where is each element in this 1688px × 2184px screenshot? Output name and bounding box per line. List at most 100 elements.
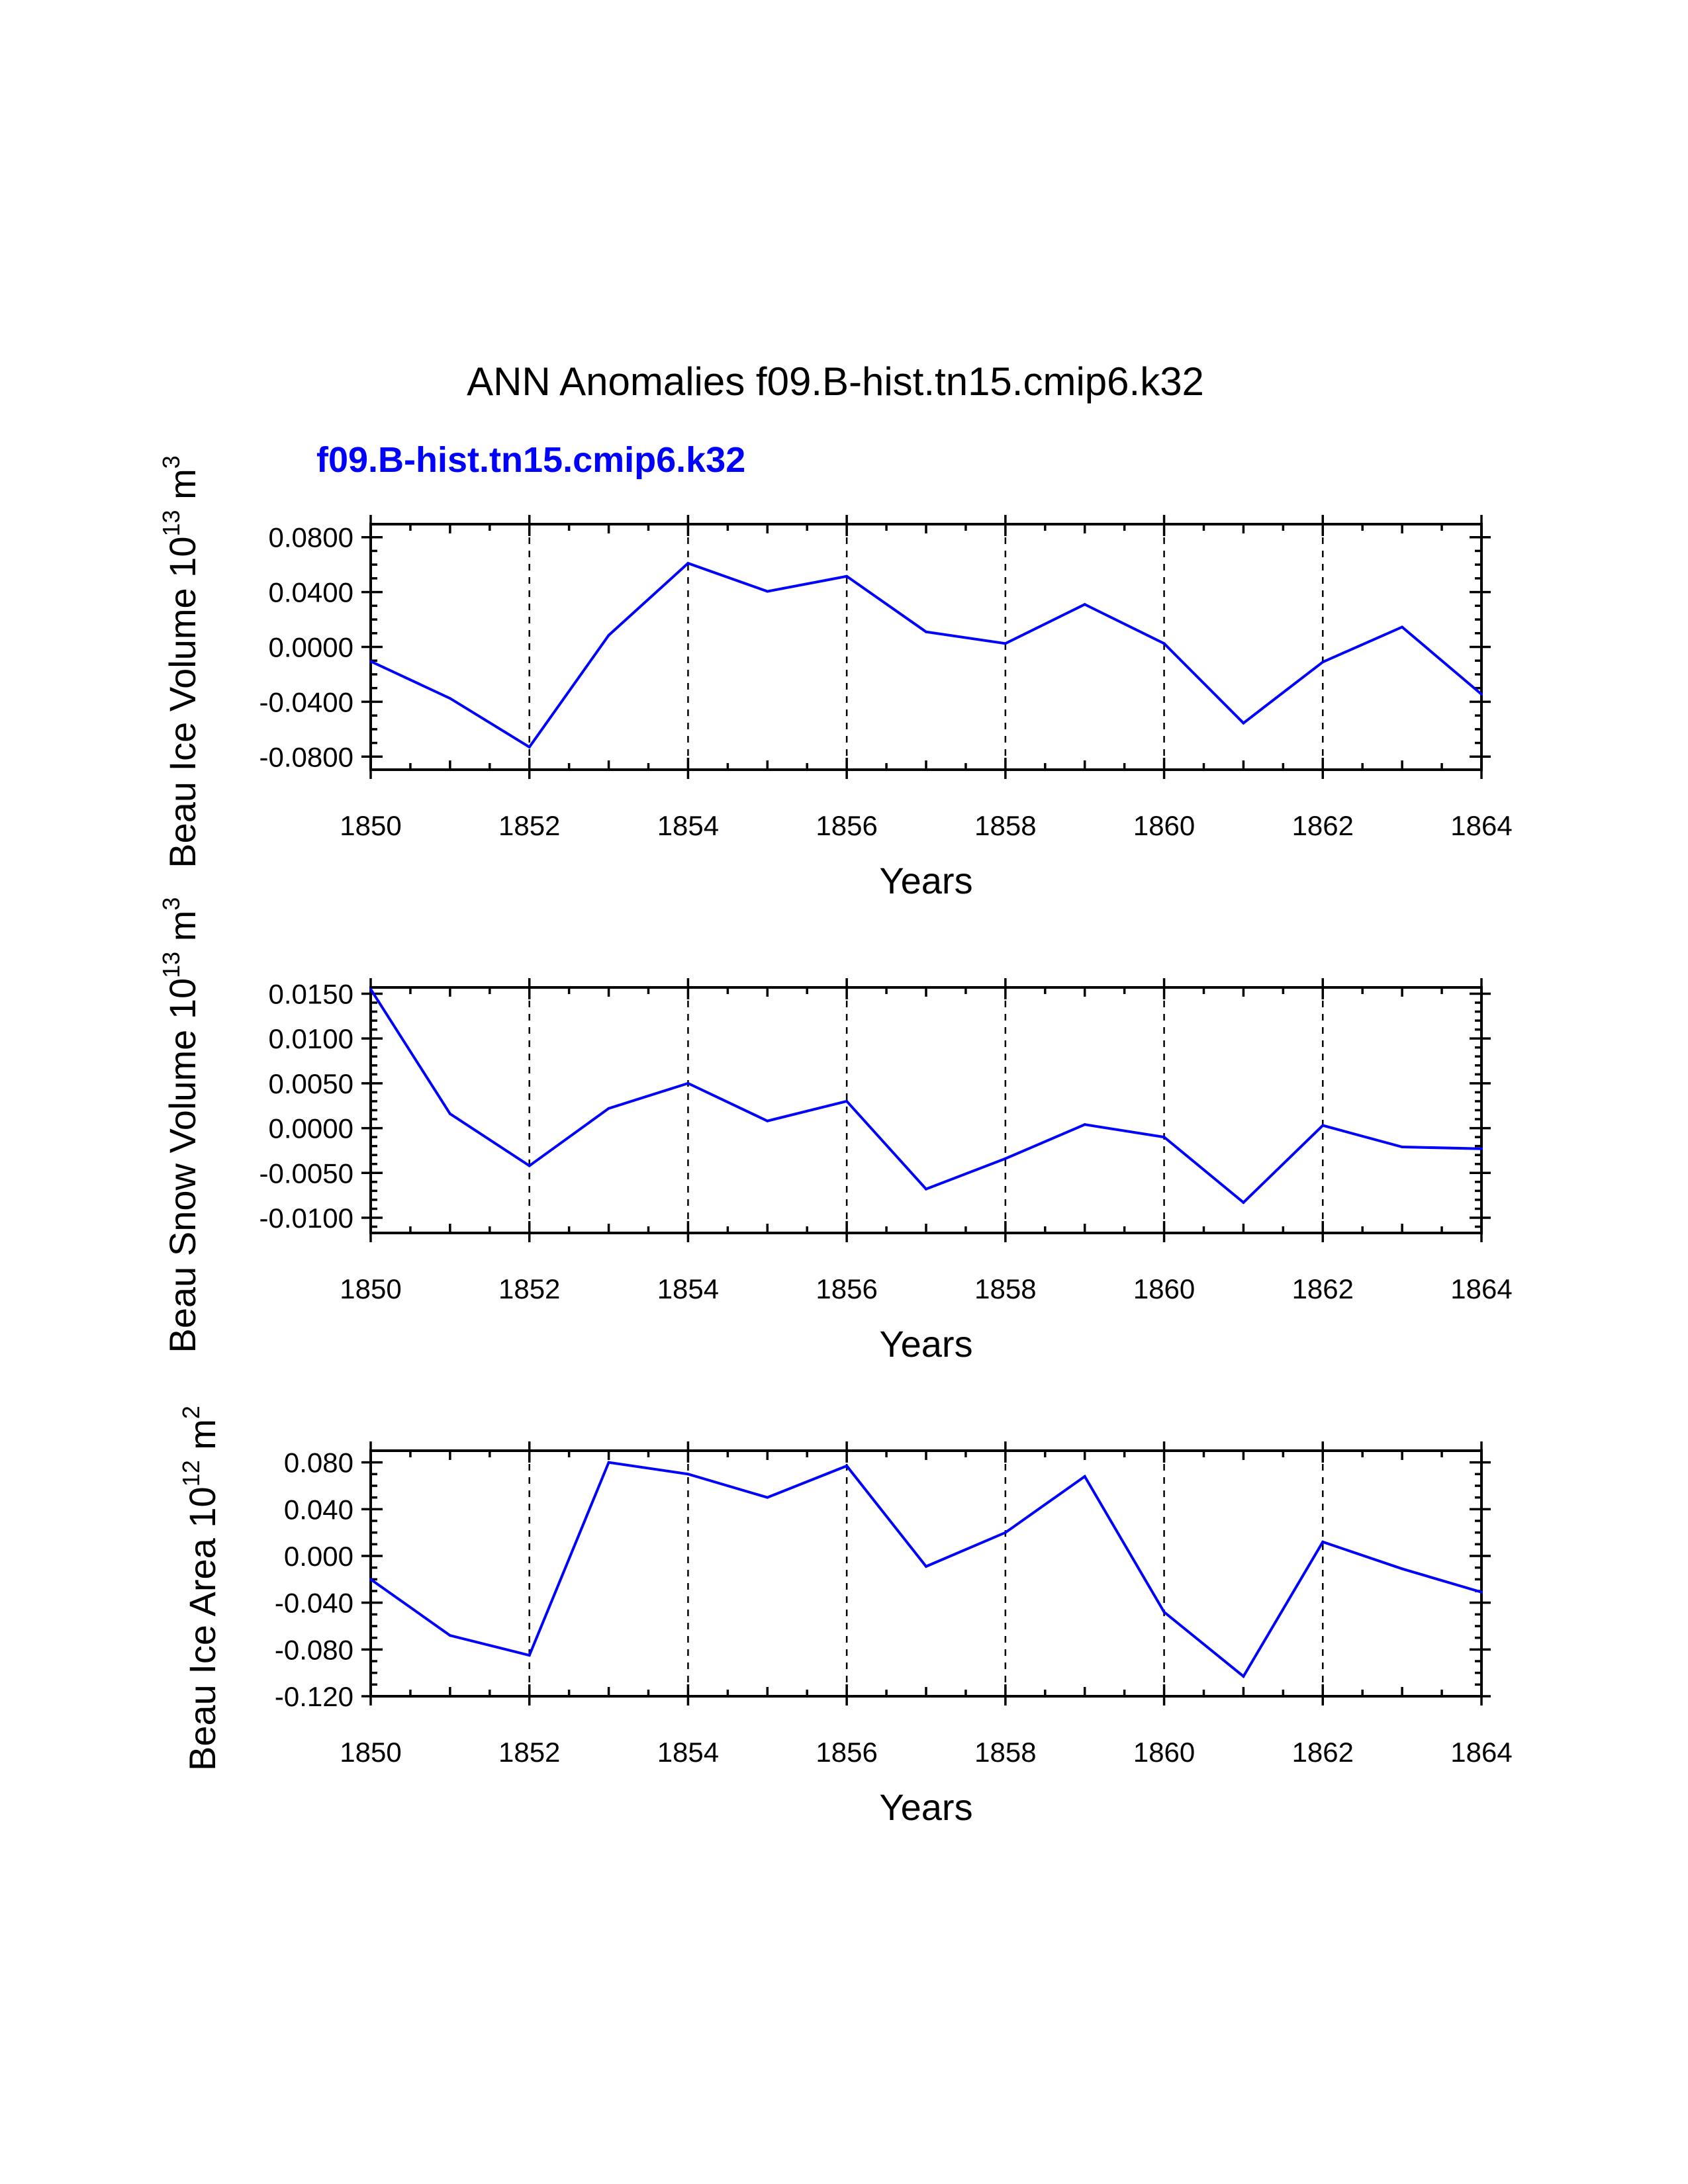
x-tick-label: 1850 [340,1737,401,1768]
data-point [528,745,531,749]
data-point [528,1164,531,1167]
x-tick-label: 1864 [1450,1737,1512,1768]
data-point [448,697,451,700]
data-point [925,630,927,633]
y-tick-label: -0.120 [275,1681,353,1712]
data-point [766,1496,769,1499]
x-tick-label: 1862 [1292,1273,1354,1304]
panel-snow-volume: -0.0100 -0.0050 0.0000 0.0050 0.0100 0.0150 18… [158,897,1513,1365]
y-axis-label: Beau Ice Area 1012 m2 [177,1406,223,1771]
plot-frame [369,523,1483,771]
data-point [1083,603,1086,606]
x-tick-label: 1856 [816,810,877,841]
data-point [925,1565,927,1568]
y-axis-label-unit-sup: 2 [177,1406,205,1419]
data-point [1401,1567,1404,1570]
y-tick-label: 0.0150 [269,978,353,1009]
y-axis-label: Beau Snow Volume 1013 m3 [158,897,203,1353]
data-point [1480,1590,1483,1594]
x-tick-label: 1860 [1133,810,1195,841]
x-axis-label: Years [879,860,972,901]
series-subtitle: f09.B-hist.tn15.cmip6.k32 [316,440,745,480]
data-point [766,590,769,593]
y-tick-label: 0.0400 [269,577,353,608]
data-point [845,1099,849,1103]
y-axis-label-unit-sup: 3 [158,455,185,469]
data-point [607,633,610,637]
y-axis-label-sup: 12 [177,1460,205,1486]
data-point [1083,1123,1086,1126]
data-point [1004,1157,1007,1160]
figure-title: ANN Anomalies f09.B-hist.tn15.cmip6.k32 [467,359,1204,404]
x-tick-label: 1852 [498,1737,560,1768]
x-tick-label: 1860 [1133,1273,1195,1304]
data-point [369,660,372,663]
x-tick-label: 1852 [498,1273,560,1304]
data-point [1162,642,1166,645]
y-tick-label: 0.080 [284,1447,353,1479]
data-point [1321,660,1325,664]
x-axis-label: Years [879,1323,972,1365]
y-tick-label: -0.0050 [259,1158,353,1189]
data-point [1242,721,1245,725]
data-point [686,1473,690,1476]
series-line [370,561,1483,749]
y-axis-label-main: Beau Ice Area 10 [181,1486,223,1771]
data-point [1004,1531,1007,1534]
x-tick-label: 1856 [816,1273,877,1304]
data-point [607,1107,610,1110]
y-tick-label: 0.000 [284,1541,353,1572]
series-line [369,1461,1482,1678]
x-tick-label: 1858 [974,810,1036,841]
x-tick-label: 1856 [816,1737,877,1768]
y-tick-label: 0.0000 [269,1113,353,1144]
y-tick-label: -0.0400 [259,686,353,717]
y-axis-label-unit: m [162,469,203,510]
data-point [369,987,372,991]
plot-frame [369,1449,1483,1698]
x-tick-label: 1858 [974,1273,1036,1304]
x-tick-label: 1852 [498,810,560,841]
data-point [686,562,690,565]
data-point [1242,1201,1245,1204]
x-tick-label: 1862 [1292,810,1354,841]
x-tick-label: 1854 [657,1273,719,1304]
x-tick-label: 1850 [340,810,401,841]
plot-frame [369,986,1483,1234]
y-tick-label: -0.0100 [259,1203,353,1234]
x-tick-label: 1858 [974,1737,1036,1768]
data-point [1083,1475,1086,1478]
x-tick-label: 1860 [1133,1737,1195,1768]
x-tick-label: 1854 [657,1737,719,1768]
y-axis-label: Beau Ice Volume 1013 m3 [158,455,203,868]
series-line [369,988,1482,1205]
y-axis-label-sup: 13 [158,952,185,978]
y-tick-label: 0.0000 [269,632,353,663]
x-tick-label: 1864 [1450,810,1512,841]
data-point [1401,625,1404,629]
y-tick-label: -0.080 [275,1634,353,1665]
data-point [1480,1147,1483,1150]
data-point [1242,1674,1245,1678]
y-axis-label-unit: m [181,1419,223,1460]
data-point [845,574,849,578]
data-point [1004,642,1007,645]
data-point [1321,1124,1325,1127]
x-tick-label: 1850 [340,1273,401,1304]
data-point [369,1578,372,1581]
data-point [1480,693,1483,696]
y-axis-label-main: Beau Ice Volume 10 [162,537,203,868]
data-point [528,1654,531,1657]
x-tick-label: 1854 [657,810,719,841]
y-axis-label-unit-sup: 3 [158,897,185,911]
data-point [448,1634,451,1637]
data-point [1162,1136,1166,1139]
data-point [448,1112,451,1115]
panel-ice-area: -0.120 -0.080 -0.040 0.000 0.040 0.080 1850 185… [177,1406,1513,1828]
panel-ice-volume: -0.0800 -0.0400 0.0000 0.0400 0.0800 1850 1852… [158,455,1513,901]
data-point [686,1081,690,1085]
y-axis-label-sup: 13 [158,510,185,536]
x-axis-label: Years [879,1786,972,1828]
y-tick-label: 0.0050 [269,1068,353,1099]
